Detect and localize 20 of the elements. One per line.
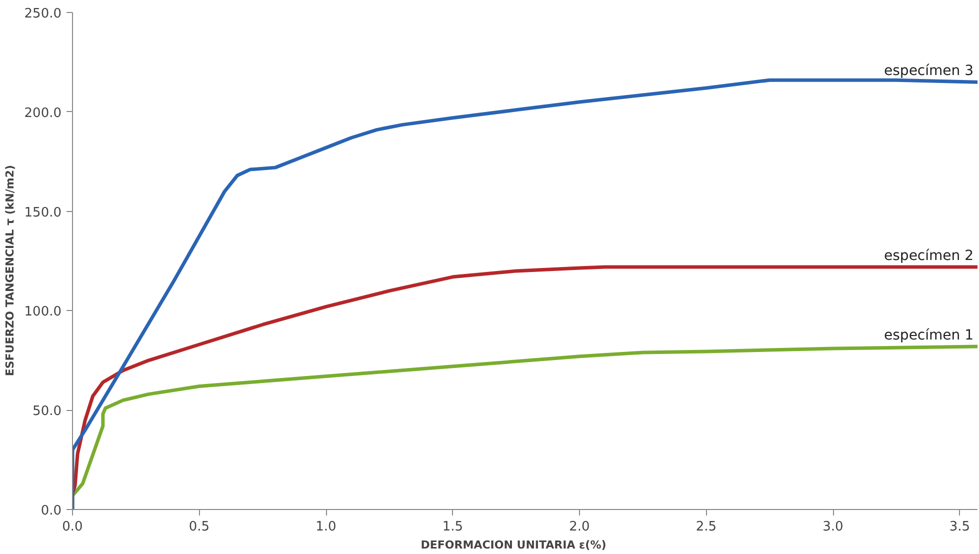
x-tick-label: 2.0 — [569, 520, 590, 534]
x-tick-label: 1.0 — [316, 520, 336, 534]
series-label: especímen 2 — [884, 248, 974, 264]
x-tick-label: 3.5 — [949, 520, 970, 534]
x-axis-title: DEFORMACION UNITARIA ε(%) — [420, 538, 606, 552]
y-tick-label: 150.0 — [24, 205, 62, 220]
x-tick-label: 0.5 — [188, 520, 210, 534]
x-tick-label: 0.0 — [62, 520, 83, 534]
y-tick-label: 100.0 — [24, 304, 62, 320]
line-series — [72, 265, 978, 496]
y-tick-label: 200.0 — [24, 106, 62, 121]
y-tick-label: 50.0 — [32, 404, 62, 420]
x-tick-label: 1.5 — [442, 520, 464, 534]
series-label: especímen 3 — [884, 63, 974, 80]
x-tick-label: 3.0 — [822, 520, 844, 534]
x-tick-label: 2.5 — [696, 520, 717, 534]
y-axis-title: ESFUERZO TANGENCIAL τ (kN/m2) — [3, 164, 16, 376]
y-tick-label: 0.0 — [40, 504, 62, 518]
series-label: especímen 1 — [884, 327, 974, 344]
y-tick-label: 250.0 — [24, 6, 62, 22]
